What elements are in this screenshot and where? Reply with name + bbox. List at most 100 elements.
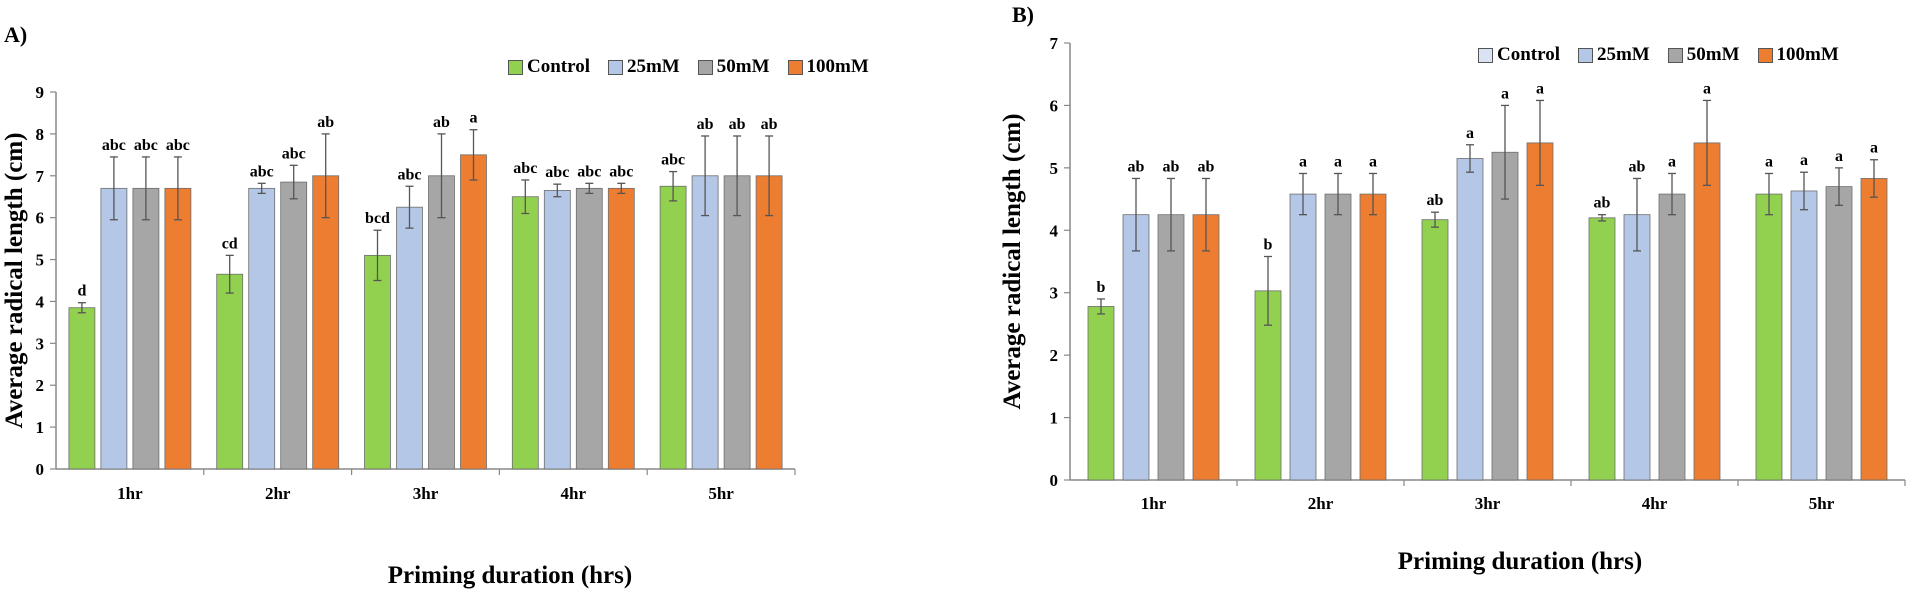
bar-50mm-3hr xyxy=(428,175,455,470)
bar-25mm-1hr xyxy=(1122,214,1150,481)
significance-label: a xyxy=(1466,125,1474,142)
y-tick-label: 0 xyxy=(1050,471,1059,490)
bar-control-2hr xyxy=(216,273,244,470)
y-axis-title: Average radical length (cm) xyxy=(1,133,28,429)
significance-label: ab xyxy=(1198,158,1215,175)
x-tick-label: 4hr xyxy=(561,484,587,503)
bar-50mm-3hr xyxy=(1491,151,1519,481)
significance-label: ab xyxy=(317,114,334,131)
legend-label: 100mM xyxy=(1776,44,1839,65)
legend-item-25mm: 25mM xyxy=(607,56,680,78)
chart-panel-b: B) Control 25mM 50mM 100mM 0 1 2 3 4 5 6 7 Average … xyxy=(990,0,1927,597)
bar-100mm-1hr xyxy=(1192,214,1220,481)
x-tick-label: 4hr xyxy=(1642,494,1668,513)
legend-swatch xyxy=(1667,47,1683,63)
bar-25mm-5hr xyxy=(1790,190,1818,481)
bar-control-4hr xyxy=(511,196,539,470)
significance-label: ab xyxy=(1594,195,1611,212)
significance-label: abc xyxy=(282,145,306,162)
significance-label: a xyxy=(1765,153,1773,170)
bar-50mm-5hr xyxy=(723,175,751,470)
significance-label: ab xyxy=(1427,192,1444,209)
legend-swatch xyxy=(787,59,803,75)
significance-label: a xyxy=(1668,153,1676,170)
bar-control-4hr xyxy=(1588,217,1616,481)
significance-label: ab xyxy=(729,116,746,133)
y-tick-label: 4 xyxy=(1050,221,1059,240)
chart-panel-a: A) Control 25mM 50mM 100mM 0 1 2 3 4 5 6 7 8 9 Averag… xyxy=(1,22,869,589)
significance-label: b xyxy=(1264,237,1273,254)
panel-label-a: A) xyxy=(4,22,28,47)
x-tick-label: 2hr xyxy=(265,484,291,503)
significance-label: abc xyxy=(166,137,190,154)
y-tick-label: 3 xyxy=(36,334,45,353)
significance-label: a xyxy=(1835,148,1843,165)
significance-label: bcd xyxy=(365,210,390,227)
x-tick-label: 3hr xyxy=(1475,494,1501,513)
y-tick-label: 5 xyxy=(1050,159,1059,178)
bar-100mm-2hr xyxy=(312,175,340,470)
legend-swatch xyxy=(1577,47,1593,63)
legend-label: 25mM xyxy=(626,56,680,77)
y-tick-label: 7 xyxy=(1050,34,1059,53)
y-tick-label: 9 xyxy=(36,83,45,102)
significance-label: a xyxy=(1703,80,1711,97)
significance-label: abc xyxy=(134,137,158,154)
bar-25mm-1hr xyxy=(100,187,128,470)
bar-25mm-3hr xyxy=(396,206,423,470)
significance-label: ab xyxy=(1629,158,1646,175)
significance-label: d xyxy=(77,283,86,300)
legend-item-50mm: 50mM xyxy=(1667,44,1740,66)
bar-chart-a: 0 1 2 3 4 5 6 7 8 9 Average radical length (cm) Pri… xyxy=(1,83,796,589)
significance-label: abc xyxy=(513,160,537,177)
legend-label: 50mM xyxy=(1686,44,1740,65)
x-axis-title: Priming duration (hrs) xyxy=(1398,548,1642,575)
significance-label: a xyxy=(1870,140,1878,157)
significance-label: abc xyxy=(609,163,633,180)
y-tick-label: 6 xyxy=(1050,96,1059,115)
bar-100mm-4hr xyxy=(607,187,635,470)
significance-label: ab xyxy=(1128,158,1145,175)
x-tick-label: 3hr xyxy=(413,484,439,503)
bar-chart-b: 0 1 2 3 4 5 6 7 Average radical length (cm) Primi… xyxy=(999,34,1906,575)
y-tick-label: 4 xyxy=(36,292,45,311)
x-tick-label: 2hr xyxy=(1308,494,1334,513)
bar-50mm-1hr xyxy=(1157,214,1185,481)
legend-label: 100mM xyxy=(806,56,869,77)
legend-label: Control xyxy=(1497,44,1560,65)
bar-100mm-3hr xyxy=(1526,142,1554,481)
significance-label: ab xyxy=(1163,158,1180,175)
significance-label: abc xyxy=(545,164,569,181)
bar-25mm-4hr xyxy=(1623,214,1651,481)
bar-50mm-5hr xyxy=(1825,186,1853,481)
significance-label: a xyxy=(1369,153,1377,170)
significance-label: a xyxy=(1536,80,1544,97)
legend-item-50mm: 50mM xyxy=(697,56,770,78)
bar-25mm-2hr xyxy=(248,187,276,470)
bar-25mm-3hr xyxy=(1456,158,1484,481)
bar-25mm-4hr xyxy=(543,190,571,470)
significance-label: abc xyxy=(398,166,422,183)
x-axis-title: Priming duration (hrs) xyxy=(388,562,632,589)
legend-swatch xyxy=(697,59,713,75)
bar-50mm-4hr xyxy=(575,187,603,470)
y-axis-title: Average radical length (cm) xyxy=(999,114,1026,410)
y-tick-label: 7 xyxy=(36,167,45,186)
significance-label: a xyxy=(1501,85,1509,102)
bar-25mm-2hr xyxy=(1289,193,1317,481)
significance-label: ab xyxy=(761,116,778,133)
y-tick-label: 2 xyxy=(36,376,45,395)
legend-a: Control 25mM 50mM 100mM xyxy=(508,56,869,78)
significance-label: abc xyxy=(661,152,685,169)
bar-50mm-2hr xyxy=(1324,193,1352,481)
bar-control-3hr xyxy=(1421,219,1449,481)
legend-label: 50mM xyxy=(716,56,770,77)
legend-label: Control xyxy=(527,56,590,77)
bar-50mm-1hr xyxy=(132,187,160,470)
significance-label: abc xyxy=(102,137,126,154)
significance-label: a xyxy=(1334,153,1342,170)
legend-item-control: Control xyxy=(1478,44,1560,66)
bar-100mm-4hr xyxy=(1693,142,1721,481)
x-tick-label: 5hr xyxy=(708,484,734,503)
bar-100mm-5hr xyxy=(1860,178,1888,481)
